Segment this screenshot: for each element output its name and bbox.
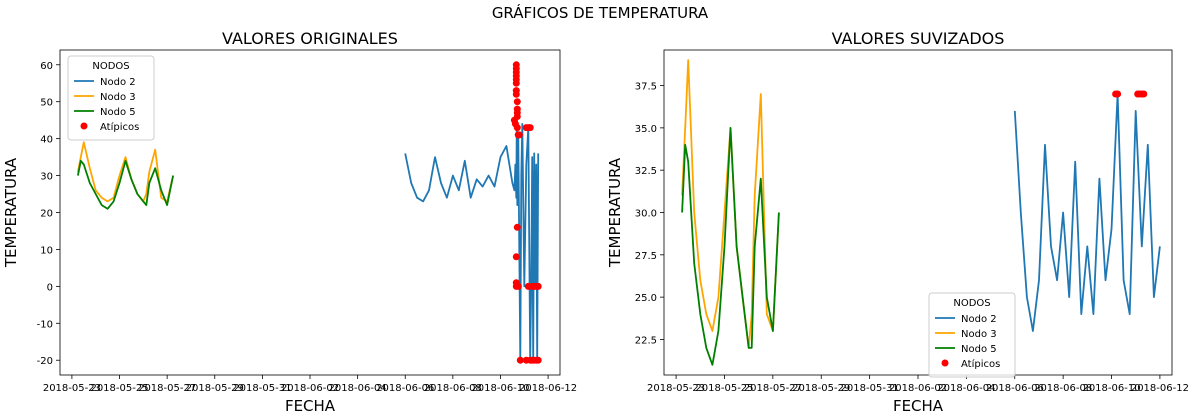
x-tick-label: 2018-05-23 bbox=[647, 383, 705, 394]
outlier-point bbox=[512, 90, 520, 98]
x-tick-label: 2018-05-25 bbox=[90, 383, 148, 394]
x-tick-label: 2018-06-02 bbox=[281, 383, 339, 394]
y-tick-label: 35.0 bbox=[635, 124, 657, 135]
y-tick-label: 60 bbox=[40, 61, 53, 72]
figure-suptitle: GRÁFICOS DE TEMPERATURA bbox=[491, 4, 709, 22]
legend-entry-label: Nodo 5 bbox=[100, 107, 136, 118]
plot-area bbox=[681, 59, 1161, 366]
x-tick-label: 2018-06-12 bbox=[519, 383, 577, 394]
legend: NODOS Nodo 2 Nodo 3 Nodo 5 Atípicos bbox=[928, 292, 1016, 378]
outlier-point bbox=[1114, 90, 1122, 98]
x-tick-label: 2018-06-04 bbox=[329, 383, 387, 394]
x-tick-label: 2018-06-02 bbox=[889, 383, 947, 394]
y-tick-label: 32.5 bbox=[635, 166, 657, 177]
y-tick-label: 22.5 bbox=[635, 335, 657, 346]
outlier-point bbox=[513, 223, 521, 231]
x-tick-label: 2018-06-08 bbox=[1034, 383, 1092, 394]
y-tick-label: 40 bbox=[40, 135, 53, 146]
y-tick-label: 10 bbox=[40, 245, 53, 256]
series-line-nodo-5 bbox=[77, 159, 174, 210]
y-tick-label: 0 bbox=[47, 282, 53, 293]
chart-title: VALORES ORIGINALES bbox=[222, 29, 398, 48]
legend-title: NODOS bbox=[92, 61, 129, 72]
x-tick-label: 2018-06-10 bbox=[471, 383, 529, 394]
outlier-point bbox=[526, 124, 534, 132]
outlier-point bbox=[512, 79, 520, 87]
x-tick-label: 2018-05-31 bbox=[841, 383, 899, 394]
legend-entry-label: Nodo 3 bbox=[961, 329, 997, 340]
legend-entry-label: Nodo 5 bbox=[961, 344, 997, 355]
legend-entry-label: Nodo 2 bbox=[100, 77, 136, 88]
outlier-point bbox=[1140, 90, 1148, 98]
legend-point-marker bbox=[941, 359, 949, 367]
series-line-nodo-2 bbox=[404, 119, 540, 362]
y-tick-label: 30 bbox=[40, 172, 53, 183]
plot-area bbox=[77, 61, 542, 364]
series-line-nodo-3 bbox=[77, 141, 174, 203]
x-tick-label: 2018-05-29 bbox=[792, 383, 850, 394]
x-tick-label: 2018-06-10 bbox=[1082, 383, 1140, 394]
x-tick-label: 2018-05-23 bbox=[43, 383, 101, 394]
outlier-point bbox=[534, 282, 542, 290]
series-line-nodo-2 bbox=[1013, 93, 1161, 332]
axes-frame bbox=[663, 49, 1173, 376]
x-tick-label: 2018-06-12 bbox=[1131, 383, 1189, 394]
x-tick-label: 2018-06-04 bbox=[937, 383, 995, 394]
legend-box bbox=[67, 55, 155, 141]
x-tick-label: 2018-05-27 bbox=[138, 383, 196, 394]
legend-box bbox=[928, 292, 1016, 378]
y-axis-label: TEMPERATURA bbox=[606, 157, 624, 268]
chart-title: VALORES SUVIZADOS bbox=[832, 29, 1005, 48]
x-tick-label: 2018-05-31 bbox=[233, 383, 291, 394]
y-tick-label: 30.0 bbox=[635, 209, 657, 220]
outlier-point bbox=[513, 124, 521, 132]
x-tick-label: 2018-05-29 bbox=[186, 383, 244, 394]
legend-entry-label: Nodo 2 bbox=[961, 314, 997, 325]
x-tick-label: 2018-05-27 bbox=[744, 383, 802, 394]
y-tick-label: 50 bbox=[40, 98, 53, 109]
series-line-nodo-5 bbox=[681, 127, 780, 366]
outlier-point bbox=[513, 98, 521, 106]
outlier-point bbox=[516, 356, 524, 364]
y-tick-label: 37.5 bbox=[635, 82, 657, 93]
x-tick-label: 2018-06-06 bbox=[376, 383, 434, 394]
x-tick-label: 2018-05-25 bbox=[695, 383, 753, 394]
x-axis-label: FECHA bbox=[285, 397, 336, 415]
legend-entry-label: Atípicos bbox=[100, 121, 139, 133]
x-axis-label: FECHA bbox=[893, 397, 944, 415]
outlier-point bbox=[532, 356, 540, 364]
outlier-point bbox=[514, 282, 522, 290]
legend-point-marker bbox=[80, 122, 88, 130]
outlier-point bbox=[524, 282, 532, 290]
legend-entry-label: Atípicos bbox=[961, 358, 1000, 370]
y-tick-label: -10 bbox=[37, 319, 53, 330]
chart-valores-suavizados: VALORES SUVIZADOS 22.5 25.0 27.5 30.0 32.5 35.… bbox=[606, 29, 1189, 415]
x-tick-label: 2018-06-06 bbox=[986, 383, 1044, 394]
chart-valores-originales: VALORES ORIGINALES -20 -10 0 10 20 30 40 50 60 201… bbox=[2, 29, 577, 415]
legend-entry-label: Nodo 3 bbox=[100, 92, 136, 103]
y-tick-label: -20 bbox=[37, 356, 53, 367]
outlier-point bbox=[512, 253, 520, 261]
outlier-point bbox=[513, 113, 521, 120]
y-tick-label: 27.5 bbox=[635, 251, 657, 262]
x-tick-label: 2018-06-08 bbox=[424, 383, 482, 394]
y-tick-label: 20 bbox=[40, 209, 53, 220]
y-axis-label: TEMPERATURA bbox=[2, 157, 20, 268]
legend: NODOS Nodo 2 Nodo 3 Nodo 5 Atípicos bbox=[67, 55, 155, 141]
outlier-point bbox=[515, 131, 523, 139]
series-line-nodo-3 bbox=[681, 59, 780, 349]
y-tick-label: 25.0 bbox=[635, 293, 657, 304]
legend-title: NODOS bbox=[953, 298, 990, 309]
